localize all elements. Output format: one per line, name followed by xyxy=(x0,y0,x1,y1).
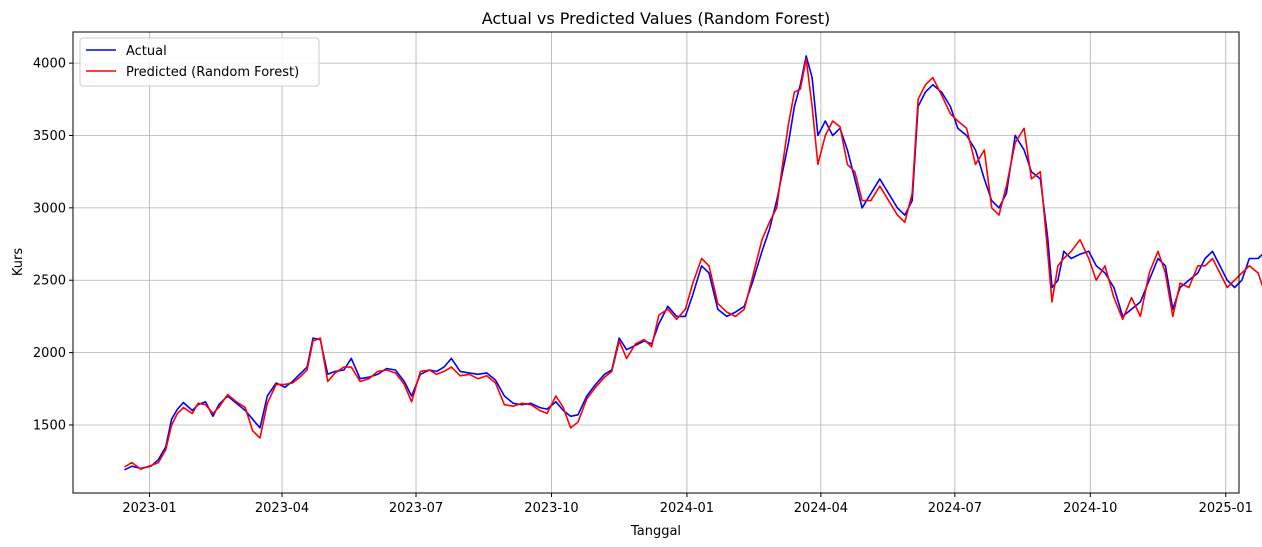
plot-frame xyxy=(72,31,1240,494)
x-tick-label: 2024-10 xyxy=(1063,501,1117,516)
x-tick-label: 2023-01 xyxy=(122,501,176,516)
chart-title: Actual vs Predicted Values (Random Fores… xyxy=(482,9,831,28)
y-axis-label: Kurs xyxy=(11,248,26,276)
x-tick-label: 2023-10 xyxy=(524,501,578,516)
y-tick-label: 3500 xyxy=(33,129,66,144)
series-layer xyxy=(124,55,1262,471)
x-tick-label: 2025-01 xyxy=(1199,501,1253,516)
y-tick-label: 2000 xyxy=(33,346,66,361)
grid xyxy=(73,32,1239,493)
legend-box xyxy=(79,37,320,87)
legend: Actual Predicted (Random Forest) xyxy=(79,37,320,87)
x-tick-label: 2024-04 xyxy=(794,501,848,516)
x-axis: 2023-01 2023-04 2023-07 2023-10 2024-01 2024-… xyxy=(122,493,1253,516)
series-line-predicted xyxy=(124,58,1262,470)
y-tick-label: 4000 xyxy=(33,57,66,72)
x-axis-label: Tanggal xyxy=(630,524,681,539)
x-tick-label: 2024-01 xyxy=(660,501,714,516)
y-tick-label: 3000 xyxy=(33,201,66,216)
y-axis: 1500 2000 2500 3000 3500 4000 xyxy=(33,57,73,433)
legend-label-actual: Actual xyxy=(126,44,167,59)
y-tick-label: 2500 xyxy=(33,274,66,289)
x-tick-label: 2024-07 xyxy=(928,501,982,516)
y-tick-label: 1500 xyxy=(33,418,66,433)
x-tick-label: 2023-07 xyxy=(389,501,443,516)
x-tick-label: 2023-04 xyxy=(255,501,309,516)
legend-label-predicted: Predicted (Random Forest) xyxy=(126,65,299,80)
